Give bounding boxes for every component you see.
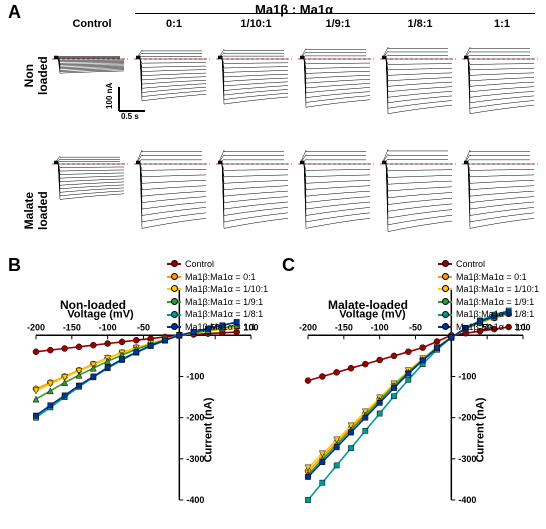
legend-row: Control xyxy=(438,258,539,271)
col-header-0: Control xyxy=(52,18,132,30)
legend-row: Control xyxy=(167,258,268,271)
scalebar-x: 0.5 s xyxy=(121,112,139,121)
legend-row: Ma1β:Ma1α = 1:1 xyxy=(167,321,268,334)
svg-text:-100: -100 xyxy=(458,371,476,381)
legend-row: Ma1β:Ma1α = 0:1 xyxy=(167,271,268,284)
panel-a-label: A xyxy=(8,2,21,23)
svg-text:-150: -150 xyxy=(335,322,353,332)
panel-a-header: Ma1β : Ma1α xyxy=(255,2,333,17)
legend-row: Ma1β:Ma1α = 1/8:1 xyxy=(438,308,539,321)
legend-label: Ma1β:Ma1α = 1/9:1 xyxy=(185,296,263,309)
legend-label: Ma1β:Ma1α = 1/10:1 xyxy=(185,283,268,296)
legend-row: Ma1β:Ma1α = 1/10:1 xyxy=(167,283,268,296)
svg-text:-100: -100 xyxy=(371,322,389,332)
svg-text:-100: -100 xyxy=(186,371,204,381)
legend-label: Control xyxy=(456,258,485,271)
legend: ControlMa1β:Ma1α = 0:1Ma1β:Ma1α = 1/10:1… xyxy=(438,258,539,334)
svg-text:-200: -200 xyxy=(27,322,45,332)
svg-text:-50: -50 xyxy=(137,322,150,332)
legend-label: Ma1β:Ma1α = 1/9:1 xyxy=(456,296,534,309)
legend-row: Ma1β:Ma1α = 1/9:1 xyxy=(167,296,268,309)
legend-label: Ma1β:Ma1α = 0:1 xyxy=(456,271,527,284)
svg-text:-100: -100 xyxy=(99,322,117,332)
legend: ControlMa1β:Ma1α = 0:1Ma1β:Ma1α = 1/10:1… xyxy=(167,258,268,334)
row-label-nonloaded: Non loaded xyxy=(22,56,50,95)
legend-row: Ma1β:Ma1α = 1:1 xyxy=(438,321,539,334)
col-header-1: 0:1 xyxy=(134,18,214,30)
svg-text:-50: -50 xyxy=(409,322,422,332)
legend-row: Ma1β:Ma1α = 1/8:1 xyxy=(167,308,268,321)
svg-text:Current (nA): Current (nA) xyxy=(202,397,214,462)
legend-label: Ma1β:Ma1α = 1/8:1 xyxy=(185,308,263,321)
header-rule xyxy=(135,13,535,14)
col-header-2: 1/10:1 xyxy=(216,18,296,30)
svg-text:-400: -400 xyxy=(186,495,204,505)
legend-row: Ma1β:Ma1α = 0:1 xyxy=(438,271,539,284)
legend-label: Control xyxy=(185,258,214,271)
legend-label: Ma1β:Ma1α = 1/8:1 xyxy=(456,308,534,321)
legend-label: Ma1β:Ma1α = 0:1 xyxy=(185,271,256,284)
col-header-4: 1/8:1 xyxy=(380,18,460,30)
legend-label: Ma1β:Ma1α = 1:1 xyxy=(456,321,527,334)
legend-row: Ma1β:Ma1α = 1/10:1 xyxy=(438,283,539,296)
panel-a: A Ma1β : Ma1α Control0:11/10:11/9:11/8:1… xyxy=(0,0,546,250)
col-header-3: 1/9:1 xyxy=(298,18,378,30)
svg-text:Voltage (mV): Voltage (mV) xyxy=(67,308,134,320)
svg-text:-200: -200 xyxy=(299,322,317,332)
legend-label: Ma1β:Ma1α = 1:1 xyxy=(185,321,256,334)
col-header-5: 1:1 xyxy=(462,18,542,30)
svg-text:-400: -400 xyxy=(458,495,476,505)
scalebar-y: 100 nA xyxy=(105,83,114,109)
legend-row: Ma1β:Ma1α = 1/9:1 xyxy=(438,296,539,309)
legend-label: Ma1β:Ma1α = 1/10:1 xyxy=(456,283,539,296)
row-label-malate: Malate loaded xyxy=(22,191,50,230)
svg-text:-150: -150 xyxy=(63,322,81,332)
svg-text:Voltage (mV): Voltage (mV) xyxy=(339,308,406,320)
svg-text:Current (nA): Current (nA) xyxy=(474,397,486,462)
scalebar: 100 nA 0.5 s xyxy=(113,85,168,130)
